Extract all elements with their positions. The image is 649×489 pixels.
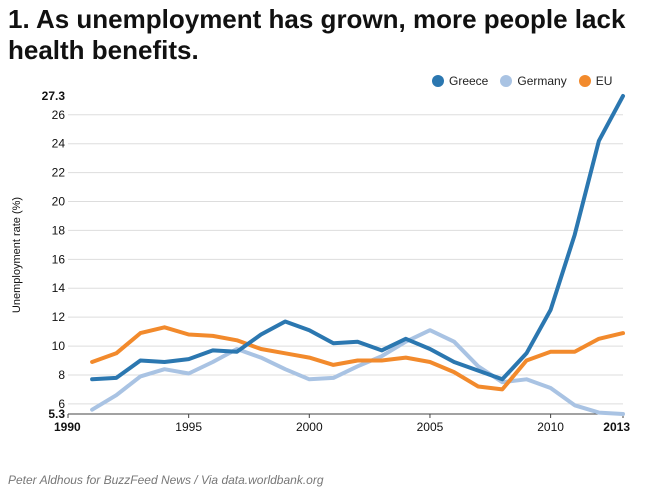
y-tick-label-14: 14 <box>52 281 66 295</box>
x-tick-label-1995: 1995 <box>175 420 202 434</box>
legend-item-greece[interactable]: Greece <box>432 74 488 88</box>
legend: Greece Germany EU <box>432 72 624 90</box>
y-tick-label-5.3: 5.3 <box>48 407 65 421</box>
chart-title: 1. As unemployment has grown, more peopl… <box>8 4 626 65</box>
x-tick-label-1990: 1990 <box>54 420 81 434</box>
legend-swatch-eu <box>578 75 591 87</box>
y-tick-label-20: 20 <box>52 195 66 209</box>
legend-item-germany[interactable]: Germany <box>500 74 567 88</box>
legend-label-greece: Greece <box>449 74 489 88</box>
legend-item-eu[interactable]: EU <box>578 74 613 88</box>
y-tick-label-18: 18 <box>52 223 66 237</box>
x-tick-label-2005: 2005 <box>417 420 444 434</box>
y-tick-label-27.3: 27.3 <box>42 89 66 103</box>
series-line-greece <box>90 94 625 382</box>
legend-swatch-germany <box>500 75 513 87</box>
y-tick-label-10: 10 <box>52 339 66 353</box>
series-line-eu <box>90 325 625 392</box>
y-tick-label-26: 26 <box>52 108 66 122</box>
y-tick-label-8: 8 <box>58 368 65 382</box>
x-tick-label-2013: 2013 <box>603 420 630 434</box>
source-credit: Peter Aldhous for BuzzFeed News / Via da… <box>8 473 324 487</box>
series-line-germany <box>90 328 625 416</box>
y-tick-label-6: 6 <box>58 397 65 411</box>
x-tick-label-2000: 2000 <box>296 420 323 434</box>
y-tick-label-16: 16 <box>52 252 66 266</box>
y-tick-label-22: 22 <box>52 166 66 180</box>
legend-label-germany: Germany <box>517 74 567 88</box>
y-tick-label-24: 24 <box>52 137 66 151</box>
y-tick-label-12: 12 <box>52 310 66 324</box>
legend-swatch-greece <box>432 75 444 87</box>
legend-label-eu: EU <box>595 74 613 88</box>
x-tick-label-2010: 2010 <box>537 420 564 434</box>
